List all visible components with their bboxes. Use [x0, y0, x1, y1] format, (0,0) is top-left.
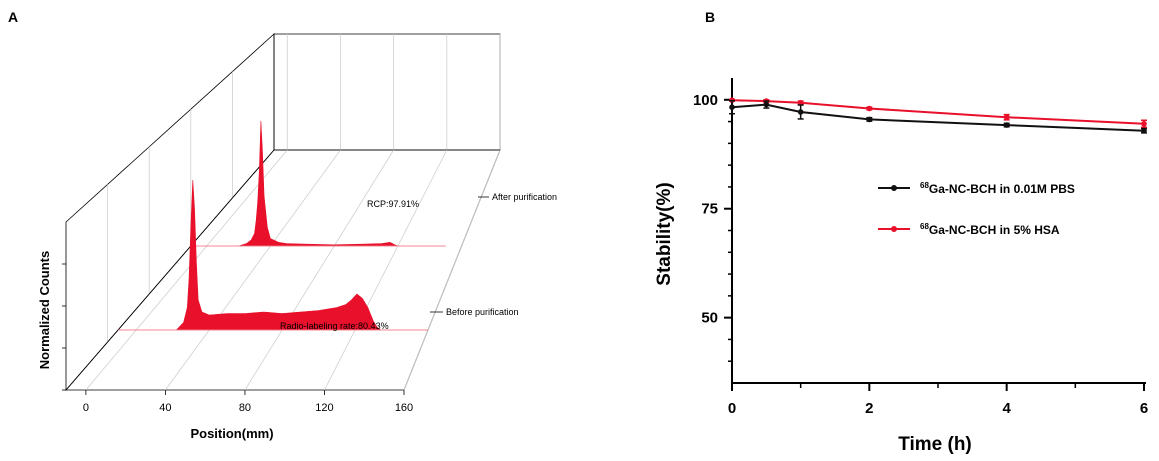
legend-label-pbs-main: Ga-NC-BCH in 0.01M PBS [929, 182, 1075, 196]
x-tick-label: 0 [83, 402, 89, 414]
y-axis-ticks: 50 75 100 [693, 92, 732, 362]
legend-label-pbs-sup: 68 [920, 181, 929, 190]
x-axis-ticks: 0 40 80 120 160 [83, 390, 413, 414]
x-axis-title: Time (h) [898, 434, 972, 455]
floor-gridline [85, 149, 288, 391]
y-axis-ticks [62, 263, 66, 391]
floor-gridline [165, 149, 341, 391]
data-point-hsa [866, 105, 873, 112]
legend-label-pbs: 68Ga-NC-BCH in 0.01M PBS [920, 181, 1075, 196]
legend-marker-pbs [891, 185, 897, 191]
back-wall [273, 33, 501, 151]
y-axis-title: Stability(%) [654, 182, 675, 285]
chromatogram-before [118, 179, 428, 331]
legend: 68Ga-NC-BCH in 0.01M PBS 68Ga-NC-BCH in … [878, 181, 1075, 237]
floor-gridline [324, 149, 448, 391]
series-label-before: Before purification [446, 307, 519, 317]
data-point-pbs [866, 116, 873, 123]
data-point-pbs [729, 104, 735, 110]
x-tick-label: 120 [315, 402, 333, 414]
floor-gridline [244, 149, 394, 391]
data-point-pbs [1003, 122, 1010, 128]
legend-item-hsa: 68Ga-NC-BCH in 5% HSA [878, 222, 1060, 237]
series-label-after: After purification [492, 192, 557, 202]
floor-gridline [403, 149, 501, 391]
labeling-rate-annotation: Radio-labeling rate:80.43% [280, 321, 389, 331]
panel-b-letter: B [705, 9, 715, 25]
series-line-pbs [731, 103, 1145, 132]
floor-plane [65, 149, 501, 391]
legend-label-hsa: 68Ga-NC-BCH in 5% HSA [920, 222, 1060, 237]
x-axis-ticks: 0 2 4 6 [728, 383, 1148, 417]
chromatogram-series [118, 120, 446, 331]
x-tick-label: 80 [239, 402, 251, 414]
y-tick-label: 50 [701, 310, 718, 327]
legend-item-pbs: 68Ga-NC-BCH in 0.01M PBS [878, 181, 1075, 196]
data-point-hsa [797, 100, 804, 106]
stability-series [729, 97, 1147, 134]
y-axis-title: Normalized Counts [37, 251, 52, 369]
back-wall-gridlines [286, 34, 501, 150]
x-tick-label: 160 [395, 402, 413, 414]
panel-a-letter: A [8, 9, 18, 25]
x-tick-label: 4 [1002, 400, 1011, 417]
panel-a-3d-chart: 0 40 80 120 160 [62, 33, 501, 414]
data-point-pbs [797, 109, 804, 115]
legend-label-hsa-sup: 68 [920, 222, 929, 231]
data-point-hsa [1003, 114, 1010, 121]
legend-label-hsa-main: Ga-NC-BCH in 5% HSA [929, 223, 1060, 237]
y-tick-label: 100 [693, 92, 718, 109]
data-point-pbs [1141, 127, 1147, 134]
panel-b-line-chart: 50 75 100 0 2 4 6 [693, 78, 1148, 417]
y-tick-label: 75 [701, 201, 718, 218]
x-axis-title: Position(mm) [190, 426, 273, 441]
left-wall-gridlines [107, 71, 233, 342]
x-tick-label: 40 [159, 402, 171, 414]
floor-gridlines [85, 149, 501, 391]
x-tick-label: 6 [1140, 400, 1148, 417]
data-point-hsa [1141, 120, 1147, 127]
chromatogram-after [190, 120, 446, 247]
x-tick-label: 0 [728, 400, 736, 417]
rcp-annotation: RCP:97.91% [367, 199, 419, 209]
x-tick-label: 2 [865, 400, 873, 417]
legend-marker-hsa [891, 226, 897, 232]
left-wall [65, 33, 275, 392]
series-line-hsa [731, 99, 1145, 125]
data-point-pbs [763, 101, 770, 108]
